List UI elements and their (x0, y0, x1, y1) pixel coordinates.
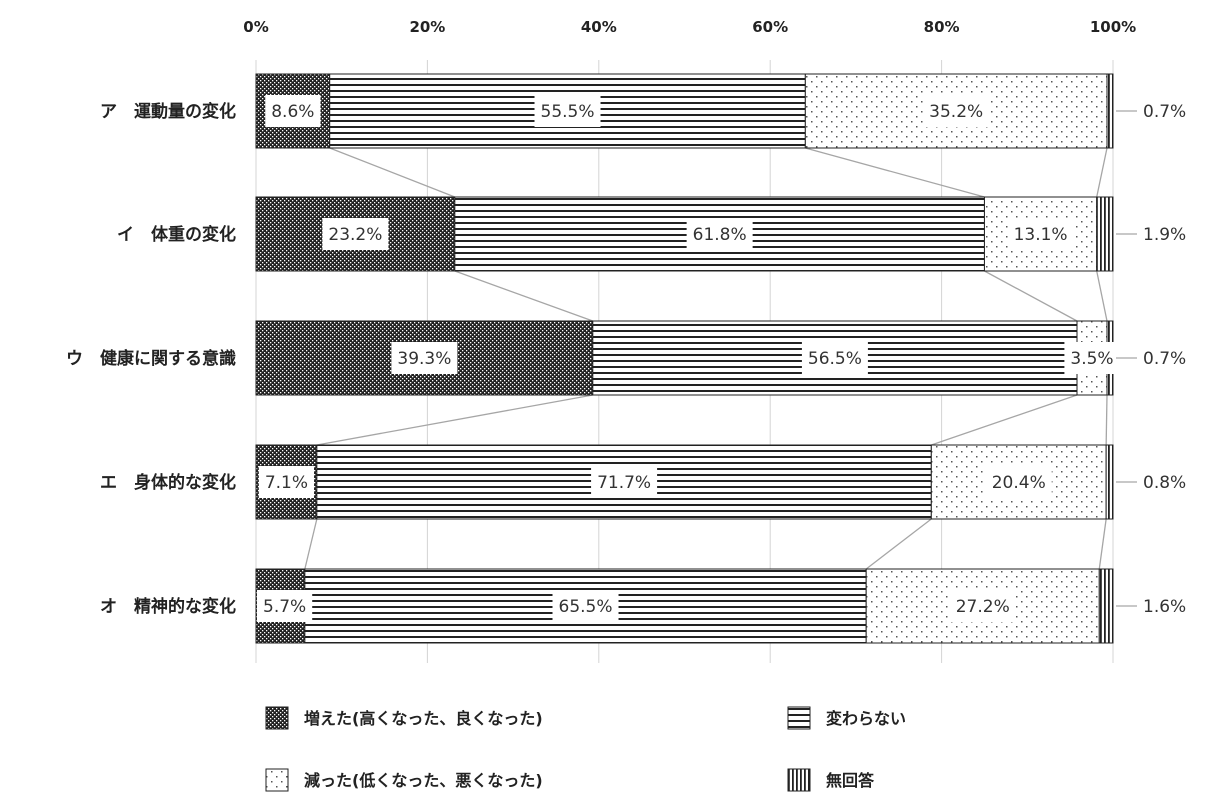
data-label: 0.7% (1143, 102, 1186, 122)
connector-line (304, 518, 318, 570)
data-label: 55.5% (541, 102, 595, 122)
legend-swatch (265, 706, 289, 730)
category-label: ア 運動量の変化 (100, 101, 236, 122)
data-label: 27.2% (956, 597, 1010, 617)
connector-line (805, 147, 985, 198)
data-label: 23.2% (328, 225, 382, 245)
x-tick-label: 60% (752, 18, 788, 36)
data-label-box (1007, 218, 1074, 250)
data-label-box (391, 342, 458, 374)
series-connector-lines (304, 147, 1108, 570)
data-label-box (265, 95, 321, 127)
data-label: 35.2% (929, 102, 983, 122)
data-label: 56.5% (808, 349, 862, 369)
bar-segment (1105, 444, 1114, 520)
data-label: 39.3% (397, 349, 451, 369)
legend-swatch (787, 706, 811, 730)
data-label-box (801, 342, 868, 374)
data-label-box (923, 95, 990, 127)
bar-segment (1098, 568, 1114, 644)
data-label-box (985, 466, 1052, 498)
data-label-box (552, 590, 619, 622)
connector-line (931, 394, 1078, 446)
data-label-box (949, 590, 1016, 622)
data-label: 71.7% (597, 473, 651, 493)
category-label: イ 体重の変化 (117, 224, 236, 245)
data-label: 13.1% (1014, 225, 1068, 245)
connector-line (865, 518, 932, 570)
data-label: 61.8% (693, 225, 747, 245)
connector-line (984, 270, 1078, 322)
bar-segment (1096, 196, 1114, 272)
connector-line (1096, 147, 1108, 198)
data-label-box (591, 466, 658, 498)
category-label: エ 身体的な変化 (100, 472, 236, 493)
category-label: オ 精神的な変化 (100, 596, 236, 617)
connector-line (316, 394, 593, 446)
legend-label: 無回答 (826, 771, 875, 790)
legend-swatch (265, 768, 289, 792)
data-label-box (1064, 342, 1120, 374)
connector-line (454, 270, 594, 322)
data-label: 8.6% (271, 102, 314, 122)
x-tick-label: 100% (1090, 18, 1136, 36)
data-label-box (322, 218, 389, 250)
x-axis-ticks: 0% 20% 40% 60% 80% 100% (243, 18, 1136, 36)
x-tick-label: 40% (581, 18, 617, 36)
data-label: 3.5% (1070, 349, 1113, 369)
data-label: 0.7% (1143, 349, 1186, 369)
data-label-box (257, 590, 313, 622)
data-label-box (258, 466, 315, 498)
data-label: 65.5% (559, 597, 613, 617)
data-label: 20.4% (992, 473, 1046, 493)
bars (255, 73, 1114, 644)
x-tick-label: 0% (243, 18, 268, 36)
data-label: 1.9% (1143, 225, 1186, 245)
connector-line (329, 147, 456, 198)
bar-segment (1106, 73, 1114, 149)
legend-swatch (787, 768, 811, 792)
data-label: 0.8% (1143, 473, 1186, 493)
connector-line (1098, 518, 1107, 570)
legend-label: 変わらない (826, 709, 906, 728)
x-tick-label: 20% (409, 18, 445, 36)
data-label: 5.7% (263, 597, 306, 617)
legend-label: 増えた(高くなった、良くなった) (304, 709, 543, 728)
data-label-box (686, 218, 753, 250)
data-labels: 8.6% 55.5% 35.2% 0.7% 23.2% 61.8% 13.1% 1.9% 39.… (257, 95, 1186, 622)
category-label: ウ 健康に関する意識 (66, 348, 236, 369)
legend-label: 減った(低くなった、悪くなった) (304, 771, 543, 790)
connector-line (1105, 394, 1108, 446)
connector-line (1096, 270, 1108, 322)
data-label: 1.6% (1143, 597, 1186, 617)
data-label: 7.1% (265, 473, 308, 493)
data-label-box (534, 95, 601, 127)
x-tick-label: 80% (924, 18, 960, 36)
